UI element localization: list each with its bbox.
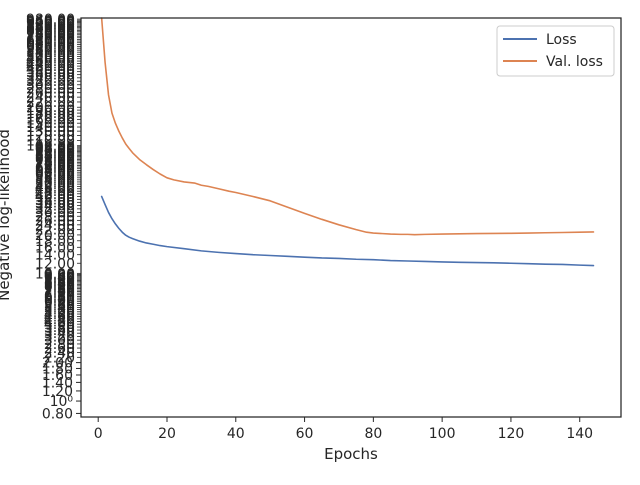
- x-tick-label: 120: [498, 426, 525, 442]
- x-tick-label: 100: [429, 426, 456, 442]
- x-tick-label: 20: [158, 426, 176, 442]
- x-tick-label: 60: [296, 426, 314, 442]
- x-tick-label: 140: [566, 426, 593, 442]
- legend: Loss Val. loss: [497, 26, 614, 76]
- y-axis-label: Negative log-likelihood: [0, 129, 13, 301]
- legend-label-loss: Loss: [546, 32, 577, 48]
- x-axis-label: Epochs: [324, 445, 378, 463]
- y-tick-label: 2.00: [42, 356, 73, 372]
- legend-label-val-loss: Val. loss: [546, 54, 603, 70]
- y-tick-label-crowded: 980.00: [26, 12, 75, 28]
- x-tick-label: 40: [227, 426, 245, 442]
- x-tick-label: 0: [94, 426, 103, 442]
- x-tick-label: 80: [364, 426, 382, 442]
